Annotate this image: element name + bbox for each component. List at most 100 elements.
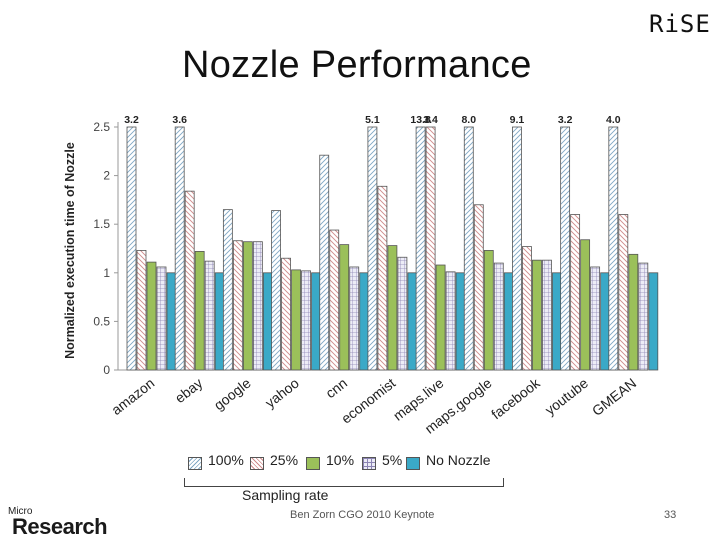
legend-label: 25% [270, 452, 299, 468]
x-category-label: facebook [488, 374, 543, 422]
clipped-value-label: 8.0 [461, 114, 476, 126]
bar [214, 272, 225, 371]
bar [493, 262, 504, 371]
bar [608, 126, 619, 371]
ms-logo-big: Research [12, 514, 108, 539]
clipped-value-label: 5.1 [365, 114, 380, 126]
bar [455, 272, 466, 371]
legend-swatch [406, 457, 420, 470]
legend-swatch [306, 457, 320, 470]
legend-swatch [250, 457, 264, 470]
bar [184, 190, 195, 371]
microsoft-research-logo: Micro Research [8, 506, 108, 539]
bar [435, 264, 446, 371]
bar [552, 272, 562, 371]
bar [204, 260, 215, 371]
x-category-label: yahoo [262, 375, 302, 411]
bar [407, 272, 418, 371]
bar [628, 253, 639, 371]
bar [242, 241, 253, 371]
rise-logo-text: RiSE [649, 10, 711, 38]
clipped-value-label: 9.1 [510, 114, 525, 126]
bar [329, 229, 340, 371]
slide-title: Nozzle Performance [182, 44, 532, 86]
bar [262, 272, 273, 371]
x-category-label: amazon [108, 375, 157, 418]
bar [512, 126, 522, 371]
page-number: 33 [664, 509, 677, 521]
bar [156, 266, 167, 371]
clipped-value-label: 3.6 [172, 114, 187, 126]
bar [367, 126, 378, 371]
bar [590, 266, 601, 371]
x-category-label: economist [338, 375, 398, 427]
legend-label: 10% [326, 452, 355, 468]
bar [483, 250, 494, 371]
bar [600, 272, 611, 371]
bar [425, 126, 436, 371]
bar [445, 271, 456, 371]
bar [522, 246, 532, 371]
bar [146, 261, 157, 371]
legend-label: 100% [208, 452, 244, 468]
footer-text: Ben Zorn CGO 2010 Keynote [290, 509, 435, 521]
bar [532, 259, 542, 371]
bar [222, 209, 233, 371]
bar [638, 262, 649, 371]
clipped-value-label: 4.0 [606, 114, 621, 126]
clipped-value-label: 13.8 [410, 114, 431, 126]
x-category-label: youtube [542, 375, 591, 418]
bar [580, 239, 591, 371]
bar [174, 126, 185, 371]
bar [387, 245, 398, 371]
bar [194, 251, 205, 371]
plot-area: 0 0.5 1 1.5 2 2.5 Normalized execution time of… [63, 114, 659, 437]
bar [271, 210, 281, 371]
bar [560, 126, 571, 371]
bar [166, 272, 177, 371]
y-tick-label: 2.5 [93, 120, 110, 134]
clipped-value-label: 3.2 [124, 114, 139, 126]
ms-logo-small: Micro [8, 506, 33, 517]
legend-label: 5% [382, 452, 403, 468]
bar [301, 270, 311, 371]
bar [339, 244, 350, 371]
x-category-label: cnn [322, 375, 350, 402]
bar [570, 214, 581, 371]
x-category-label: ebay [172, 375, 206, 406]
bar [648, 272, 659, 371]
y-tick-label: 1 [103, 266, 110, 280]
bar [359, 272, 370, 371]
legend-swatch [188, 457, 202, 470]
y-tick-label: 2 [103, 169, 110, 183]
bar [126, 126, 137, 371]
legend-swatch [362, 457, 376, 470]
bar [349, 266, 360, 371]
bar [463, 126, 474, 371]
bar [232, 240, 243, 371]
bar [415, 126, 426, 371]
y-axis-title: Normalized execution time of Nozzle [63, 142, 77, 359]
rise-logo: RiSE [649, 10, 711, 38]
bar [319, 154, 330, 371]
bar [252, 241, 263, 371]
x-category-label: GMEAN [589, 375, 639, 419]
clipped-value-label: 3.4 [423, 114, 438, 126]
y-tick-label: 0 [103, 363, 110, 377]
bar [397, 256, 408, 371]
bar [311, 272, 321, 371]
clipped-value-label: 3.2 [558, 114, 573, 126]
bar [377, 185, 388, 371]
sampling-rate-bracket [184, 478, 504, 487]
legend-label: No Nozzle [426, 452, 491, 468]
x-category-label: google [211, 375, 254, 414]
y-tick-label: 1.5 [93, 217, 110, 231]
bar [618, 214, 629, 371]
sampling-rate-label: Sampling rate [242, 487, 329, 503]
y-tick-label: 0.5 [93, 314, 110, 328]
bar [291, 269, 301, 371]
bar [503, 272, 514, 371]
legend: 100% 25% 10% 5% No Nozzle [184, 452, 502, 478]
bar [281, 257, 291, 371]
